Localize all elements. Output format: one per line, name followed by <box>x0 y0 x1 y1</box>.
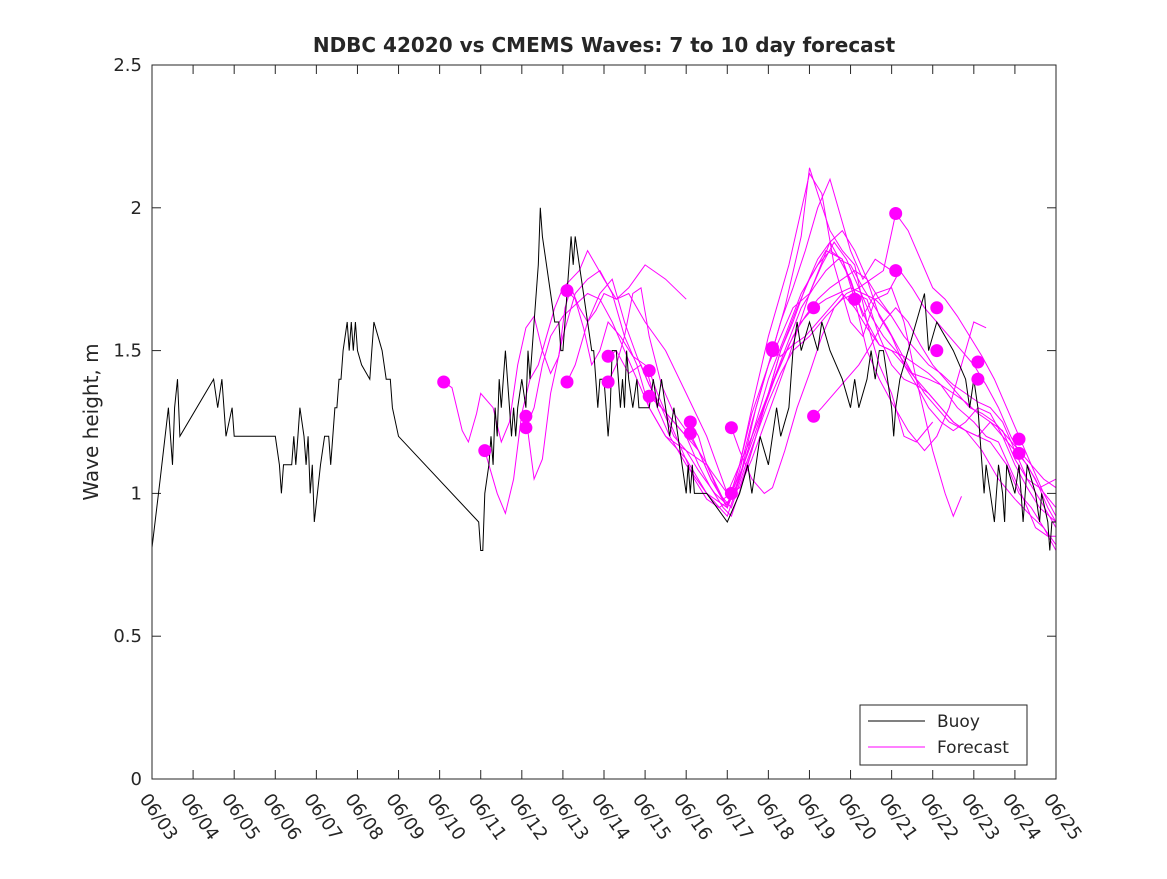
forecast-line <box>813 307 1057 489</box>
y-tick-label: 2 <box>131 198 142 219</box>
y-tick-label: 0.5 <box>113 626 142 647</box>
forecast-marker <box>1012 446 1026 460</box>
forecast-marker <box>519 421 533 435</box>
forecast-marker <box>766 341 779 355</box>
y-tick-label: 1.5 <box>113 341 142 362</box>
buoy-series <box>151 207 1056 551</box>
y-axis-label: Wave height, m <box>79 343 103 500</box>
y-tick-label: 2.5 <box>113 55 142 76</box>
forecast-marker <box>889 207 903 220</box>
forecast-marker <box>519 409 533 423</box>
forecast-line <box>730 212 1057 517</box>
legend-forecast-label: Forecast <box>937 738 1009 758</box>
forecast-marker <box>848 292 862 306</box>
forecast-marker <box>807 301 821 315</box>
forecast-line <box>689 292 1057 509</box>
forecast-line <box>484 240 962 518</box>
forecast-marker <box>437 375 451 389</box>
forecast-marker <box>683 426 697 440</box>
forecast-series <box>443 167 1057 551</box>
forecast-line <box>566 167 934 518</box>
legend-box <box>859 704 1028 766</box>
forecast-marker <box>1012 432 1026 446</box>
forecast-line <box>772 292 1057 509</box>
forecast-marker <box>601 349 615 363</box>
forecast-markers <box>437 207 1026 500</box>
forecast-line <box>648 229 1057 523</box>
legend: Buoy Forecast <box>859 704 1028 766</box>
forecast-marker <box>724 421 738 435</box>
forecast-line <box>443 264 687 444</box>
forecast-marker <box>683 415 697 429</box>
forecast-marker <box>642 389 656 403</box>
forecast-marker <box>601 375 615 389</box>
forecast-line <box>607 258 1057 546</box>
forecast-marker <box>889 264 903 278</box>
forecast-marker <box>930 344 944 358</box>
forecast-marker <box>971 372 985 386</box>
forecast-marker <box>971 355 985 369</box>
y-axis-ticks: 0 0.5 1 1.5 2 2.5 <box>113 55 1056 790</box>
buoy-line <box>151 207 1056 551</box>
chart-title: NDBC 42020 vs CMEMS Waves: 7 to 10 day f… <box>313 33 896 57</box>
y-tick-label: 0 <box>131 769 142 790</box>
forecast-marker <box>724 486 738 500</box>
forecast-line <box>731 269 1057 523</box>
forecast-marker <box>642 364 656 378</box>
forecast-marker <box>560 375 574 389</box>
forecast-marker <box>560 284 574 298</box>
forecast-marker <box>478 444 492 458</box>
plot-frame <box>151 64 1057 780</box>
forecast-line <box>689 269 1057 528</box>
forecast-marker <box>930 301 944 315</box>
legend-buoy-label: Buoy <box>937 712 980 732</box>
plot-area <box>152 65 1056 779</box>
forecast-marker <box>807 409 821 423</box>
y-tick-label: 1 <box>131 483 142 504</box>
